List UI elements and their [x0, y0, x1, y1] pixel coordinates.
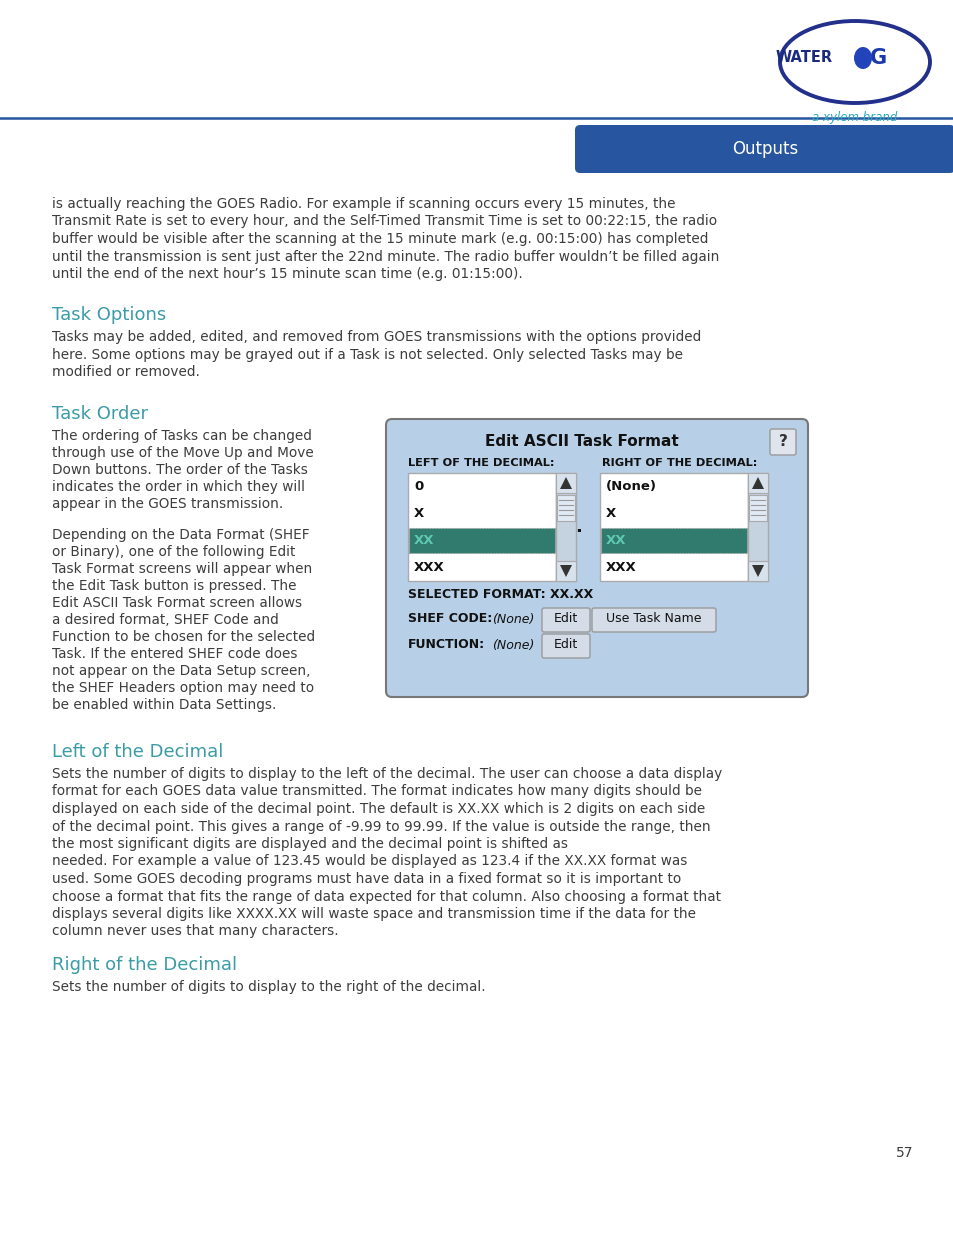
Text: a xylem brand: a xylem brand — [811, 110, 897, 124]
Text: Task Options: Task Options — [52, 306, 166, 325]
Text: RIGHT OF THE DECIMAL:: RIGHT OF THE DECIMAL: — [601, 458, 757, 468]
Text: Edit ASCII Task Format screen allows: Edit ASCII Task Format screen allows — [52, 597, 302, 610]
Text: or Binary), one of the following Edit: or Binary), one of the following Edit — [52, 545, 295, 559]
Text: displayed on each side of the decimal point. The default is XX.XX which is 2 dig: displayed on each side of the decimal po… — [52, 802, 704, 816]
Text: needed. For example a value of 123.45 would be displayed as 123.4 if the XX.XX f: needed. For example a value of 123.45 wo… — [52, 855, 687, 868]
Text: buffer would be visible after the scanning at the 15 minute mark (e.g. 00:15:00): buffer would be visible after the scanni… — [52, 232, 708, 246]
Text: LEFT OF THE DECIMAL:: LEFT OF THE DECIMAL: — [408, 458, 554, 468]
FancyBboxPatch shape — [408, 473, 556, 580]
Bar — [600, 529, 746, 553]
Text: until the end of the next hour’s 15 minute scan time (e.g. 01:15:00).: until the end of the next hour’s 15 minu… — [52, 267, 522, 282]
Text: FUNCTION:: FUNCTION: — [408, 638, 485, 652]
Text: Transmit Rate is set to every hour, and the Self-Timed Transmit Time is set to 0: Transmit Rate is set to every hour, and … — [52, 215, 717, 228]
Text: Function to be chosen for the selected: Function to be chosen for the selected — [52, 630, 314, 643]
Text: until the transmission is sent just after the 22nd minute. The radio buffer woul: until the transmission is sent just afte… — [52, 249, 719, 263]
Text: Use Task Name: Use Task Name — [605, 613, 701, 625]
Text: .: . — [575, 517, 582, 536]
Text: of the decimal point. This gives a range of -9.99 to 99.99. If the value is outs: of the decimal point. This gives a range… — [52, 820, 710, 834]
Text: XX: XX — [605, 534, 626, 547]
FancyBboxPatch shape — [541, 634, 589, 658]
FancyBboxPatch shape — [592, 608, 716, 632]
Text: 57: 57 — [895, 1146, 913, 1160]
Text: the most significant digits are displayed and the decimal point is shifted as: the most significant digits are displaye… — [52, 837, 567, 851]
Polygon shape — [559, 564, 572, 577]
FancyBboxPatch shape — [541, 608, 589, 632]
Text: Task. If the entered SHEF code does: Task. If the entered SHEF code does — [52, 647, 297, 661]
Text: choose a format that fits the range of data expected for that column. Also choos: choose a format that fits the range of d… — [52, 889, 720, 904]
Text: ?: ? — [778, 435, 786, 450]
Text: displays several digits like XXXX.XX will waste space and transmission time if t: displays several digits like XXXX.XX wil… — [52, 906, 696, 921]
Text: be enabled within Data Settings.: be enabled within Data Settings. — [52, 698, 276, 713]
Ellipse shape — [780, 21, 929, 103]
Text: The ordering of Tasks can be changed: The ordering of Tasks can be changed — [52, 429, 312, 443]
Text: indicates the order in which they will: indicates the order in which they will — [52, 480, 305, 494]
Text: X: X — [605, 508, 616, 520]
Text: Left of the Decimal: Left of the Decimal — [52, 743, 223, 761]
Text: XXX: XXX — [414, 561, 444, 574]
Text: through use of the Move Up and Move: through use of the Move Up and Move — [52, 446, 314, 459]
FancyBboxPatch shape — [556, 473, 576, 493]
Text: X: X — [414, 508, 424, 520]
Polygon shape — [751, 477, 763, 489]
Text: XXX: XXX — [605, 561, 636, 574]
Text: Down buttons. The order of the Tasks: Down buttons. The order of the Tasks — [52, 463, 308, 477]
FancyBboxPatch shape — [747, 561, 767, 580]
Ellipse shape — [853, 47, 871, 69]
Text: column never uses that many characters.: column never uses that many characters. — [52, 925, 338, 939]
FancyBboxPatch shape — [747, 473, 767, 493]
FancyBboxPatch shape — [575, 125, 953, 173]
Text: a desired format, SHEF Code and: a desired format, SHEF Code and — [52, 613, 278, 627]
FancyBboxPatch shape — [769, 429, 795, 454]
Text: 0: 0 — [414, 480, 423, 493]
Text: here. Some options may be grayed out if a Task is not selected. Only selected Ta: here. Some options may be grayed out if … — [52, 348, 682, 362]
Text: G: G — [869, 48, 886, 68]
Text: Depending on the Data Format (SHEF: Depending on the Data Format (SHEF — [52, 529, 310, 542]
Polygon shape — [751, 564, 763, 577]
Polygon shape — [559, 477, 572, 489]
Text: modified or removed.: modified or removed. — [52, 366, 200, 379]
Bar — [409, 529, 555, 553]
Text: Sets the number of digits to display to the right of the decimal.: Sets the number of digits to display to … — [52, 981, 485, 994]
FancyBboxPatch shape — [557, 495, 575, 521]
Text: is actually reaching the GOES Radio. For example if scanning occurs every 15 min: is actually reaching the GOES Radio. For… — [52, 198, 675, 211]
Text: Edit: Edit — [554, 638, 578, 652]
Text: SHEF CODE:: SHEF CODE: — [408, 613, 492, 625]
Text: SELECTED FORMAT: XX.XX: SELECTED FORMAT: XX.XX — [408, 589, 593, 601]
FancyBboxPatch shape — [556, 473, 576, 580]
Text: XX: XX — [414, 534, 434, 547]
FancyBboxPatch shape — [556, 561, 576, 580]
Text: Edit ASCII Task Format: Edit ASCII Task Format — [485, 433, 679, 448]
Text: Sets the number of digits to display to the left of the decimal. The user can ch: Sets the number of digits to display to … — [52, 767, 721, 781]
Text: Task Order: Task Order — [52, 405, 148, 424]
Text: Right of the Decimal: Right of the Decimal — [52, 956, 237, 974]
Text: not appear on the Data Setup screen,: not appear on the Data Setup screen, — [52, 664, 310, 678]
Text: (None): (None) — [492, 638, 534, 652]
Text: (None): (None) — [492, 613, 534, 625]
Text: (None): (None) — [605, 480, 657, 493]
Text: the Edit Task button is pressed. The: the Edit Task button is pressed. The — [52, 579, 296, 593]
Text: used. Some GOES decoding programs must have data in a fixed format so it is impo: used. Some GOES decoding programs must h… — [52, 872, 680, 885]
Text: Task Format screens will appear when: Task Format screens will appear when — [52, 562, 312, 576]
Text: appear in the GOES transmission.: appear in the GOES transmission. — [52, 496, 283, 511]
Text: Tasks may be added, edited, and removed from GOES transmissions with the options: Tasks may be added, edited, and removed … — [52, 331, 700, 345]
FancyBboxPatch shape — [748, 495, 766, 521]
FancyBboxPatch shape — [386, 419, 807, 697]
FancyBboxPatch shape — [599, 473, 747, 580]
Text: format for each GOES data value transmitted. The format indicates how many digit: format for each GOES data value transmit… — [52, 784, 701, 799]
Text: the SHEF Headers option may need to: the SHEF Headers option may need to — [52, 680, 314, 695]
Text: Edit: Edit — [554, 613, 578, 625]
Text: Outputs: Outputs — [731, 140, 798, 158]
FancyBboxPatch shape — [747, 473, 767, 580]
Text: WATER: WATER — [775, 51, 832, 65]
